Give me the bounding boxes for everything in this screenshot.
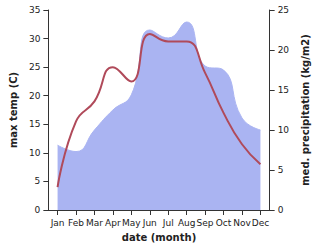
svg-text:Feb: Feb bbox=[68, 218, 84, 228]
svg-text:Jul: Jul bbox=[162, 218, 174, 228]
svg-text:10: 10 bbox=[29, 148, 41, 158]
svg-text:date (month): date (month) bbox=[122, 232, 196, 243]
svg-text:Apr: Apr bbox=[105, 218, 121, 228]
svg-text:Jun: Jun bbox=[142, 218, 157, 228]
svg-text:15: 15 bbox=[29, 119, 40, 129]
svg-text:Jan: Jan bbox=[50, 218, 65, 228]
svg-text:15: 15 bbox=[278, 85, 289, 95]
svg-text:med. precipitation (kg/m2): med. precipitation (kg/m2) bbox=[300, 34, 311, 186]
svg-text:10: 10 bbox=[278, 125, 290, 135]
svg-text:Sep: Sep bbox=[197, 218, 214, 228]
svg-text:20: 20 bbox=[278, 45, 290, 55]
svg-text:5: 5 bbox=[35, 176, 41, 186]
svg-text:0: 0 bbox=[35, 205, 41, 215]
svg-text:May: May bbox=[122, 218, 141, 228]
svg-text:Nov: Nov bbox=[233, 218, 251, 228]
svg-text:Dec: Dec bbox=[252, 218, 269, 228]
svg-text:25: 25 bbox=[278, 5, 289, 15]
svg-text:Mar: Mar bbox=[86, 218, 103, 228]
svg-text:25: 25 bbox=[29, 62, 40, 72]
svg-text:5: 5 bbox=[278, 165, 284, 175]
svg-text:0: 0 bbox=[278, 205, 284, 215]
svg-text:Aug: Aug bbox=[178, 218, 196, 228]
svg-text:20: 20 bbox=[29, 91, 41, 101]
svg-text:max temp (C): max temp (C) bbox=[8, 72, 19, 148]
svg-text:30: 30 bbox=[29, 34, 41, 44]
svg-text:Oct: Oct bbox=[216, 218, 232, 228]
svg-text:35: 35 bbox=[29, 5, 40, 15]
